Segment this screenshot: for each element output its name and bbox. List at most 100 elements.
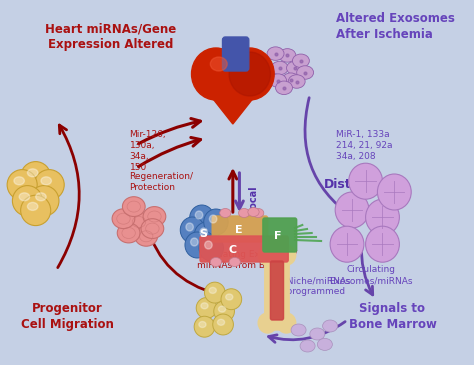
Ellipse shape [194,316,215,337]
Ellipse shape [34,170,64,200]
Ellipse shape [213,314,233,335]
Ellipse shape [221,289,242,310]
Circle shape [180,217,205,243]
Ellipse shape [317,338,332,350]
FancyBboxPatch shape [212,216,268,242]
Circle shape [200,228,208,236]
Text: Local: Local [248,186,258,214]
Circle shape [365,199,400,235]
Circle shape [210,215,217,223]
Ellipse shape [292,54,310,68]
Circle shape [199,235,223,261]
Circle shape [229,52,270,96]
Circle shape [335,192,369,228]
Ellipse shape [218,319,225,325]
Text: Distant: Distant [324,178,375,191]
Ellipse shape [226,294,233,300]
Ellipse shape [288,75,305,88]
Ellipse shape [275,81,292,95]
Ellipse shape [209,287,216,293]
Ellipse shape [279,49,296,62]
Circle shape [191,238,198,246]
Circle shape [204,209,228,235]
Ellipse shape [201,303,208,309]
Ellipse shape [323,320,337,332]
Ellipse shape [283,73,299,87]
Ellipse shape [297,66,314,79]
Circle shape [185,232,210,258]
Text: E: E [235,225,242,235]
Ellipse shape [196,297,217,318]
Ellipse shape [214,301,235,322]
Circle shape [205,241,212,249]
Ellipse shape [21,195,51,226]
Text: C: C [229,245,237,255]
Text: F: F [274,231,282,241]
Text: Circulating
Exosomes/miRNAs: Circulating Exosomes/miRNAs [329,265,412,285]
Ellipse shape [219,306,226,312]
FancyBboxPatch shape [270,261,283,320]
Ellipse shape [21,162,51,192]
Ellipse shape [27,169,38,177]
Ellipse shape [135,226,157,246]
Ellipse shape [310,328,325,340]
FancyBboxPatch shape [265,250,289,330]
Text: Progenitor
Cell Migration: Progenitor Cell Migration [21,302,114,331]
Circle shape [277,245,296,265]
Ellipse shape [219,208,231,218]
Circle shape [191,48,240,100]
Ellipse shape [204,282,225,303]
Ellipse shape [210,57,227,71]
Ellipse shape [27,203,38,210]
Circle shape [186,223,193,231]
Ellipse shape [291,324,306,336]
Circle shape [190,205,214,231]
Text: MiR-1, 133a
214, 21, 92a
34a, 208: MiR-1, 133a 214, 21, 92a 34a, 208 [336,130,392,161]
Ellipse shape [112,209,135,228]
Circle shape [277,313,296,333]
Ellipse shape [199,322,206,327]
Ellipse shape [7,170,37,200]
Text: S: S [199,229,207,239]
Text: Altered Exosomes
After Ischemia: Altered Exosomes After Ischemia [336,12,455,41]
Circle shape [365,226,400,262]
Ellipse shape [210,257,221,266]
Ellipse shape [300,340,315,352]
Text: Mir-126,
130a,
34a,
150: Mir-126, 130a, 34a, 150 [129,130,166,172]
Ellipse shape [19,193,30,201]
Ellipse shape [14,177,24,185]
Ellipse shape [143,207,166,226]
FancyBboxPatch shape [200,236,288,262]
Circle shape [349,163,383,199]
Ellipse shape [122,197,145,216]
Ellipse shape [12,185,43,216]
Text: Heart miRNAs/Gene
Expression Altered: Heart miRNAs/Gene Expression Altered [45,22,176,51]
Ellipse shape [267,47,284,60]
FancyBboxPatch shape [263,218,297,252]
Ellipse shape [229,257,240,266]
Circle shape [377,174,411,210]
Ellipse shape [41,177,52,185]
Circle shape [258,245,277,265]
Circle shape [258,313,277,333]
Ellipse shape [253,208,264,218]
Ellipse shape [271,61,288,75]
Text: Signals to
Bone Marrow: Signals to Bone Marrow [348,302,437,331]
Ellipse shape [117,223,140,243]
Ellipse shape [248,207,259,216]
Ellipse shape [238,208,250,218]
Polygon shape [193,74,272,124]
Text: Circulating Exosomes/
miRNAs from BM: Circulating Exosomes/ miRNAs from BM [197,250,297,270]
Ellipse shape [128,212,150,232]
Ellipse shape [287,61,303,75]
Ellipse shape [36,193,46,201]
Text: BM Niche/miRNAs
Reprogrammed: BM Niche/miRNAs Reprogrammed [270,276,350,296]
Text: Regeneration/
Protection: Regeneration/ Protection [129,172,193,192]
Ellipse shape [270,74,287,87]
FancyBboxPatch shape [222,37,249,71]
Circle shape [194,222,219,248]
Circle shape [225,48,274,100]
Ellipse shape [29,185,59,216]
Circle shape [330,226,364,262]
Ellipse shape [141,219,164,238]
